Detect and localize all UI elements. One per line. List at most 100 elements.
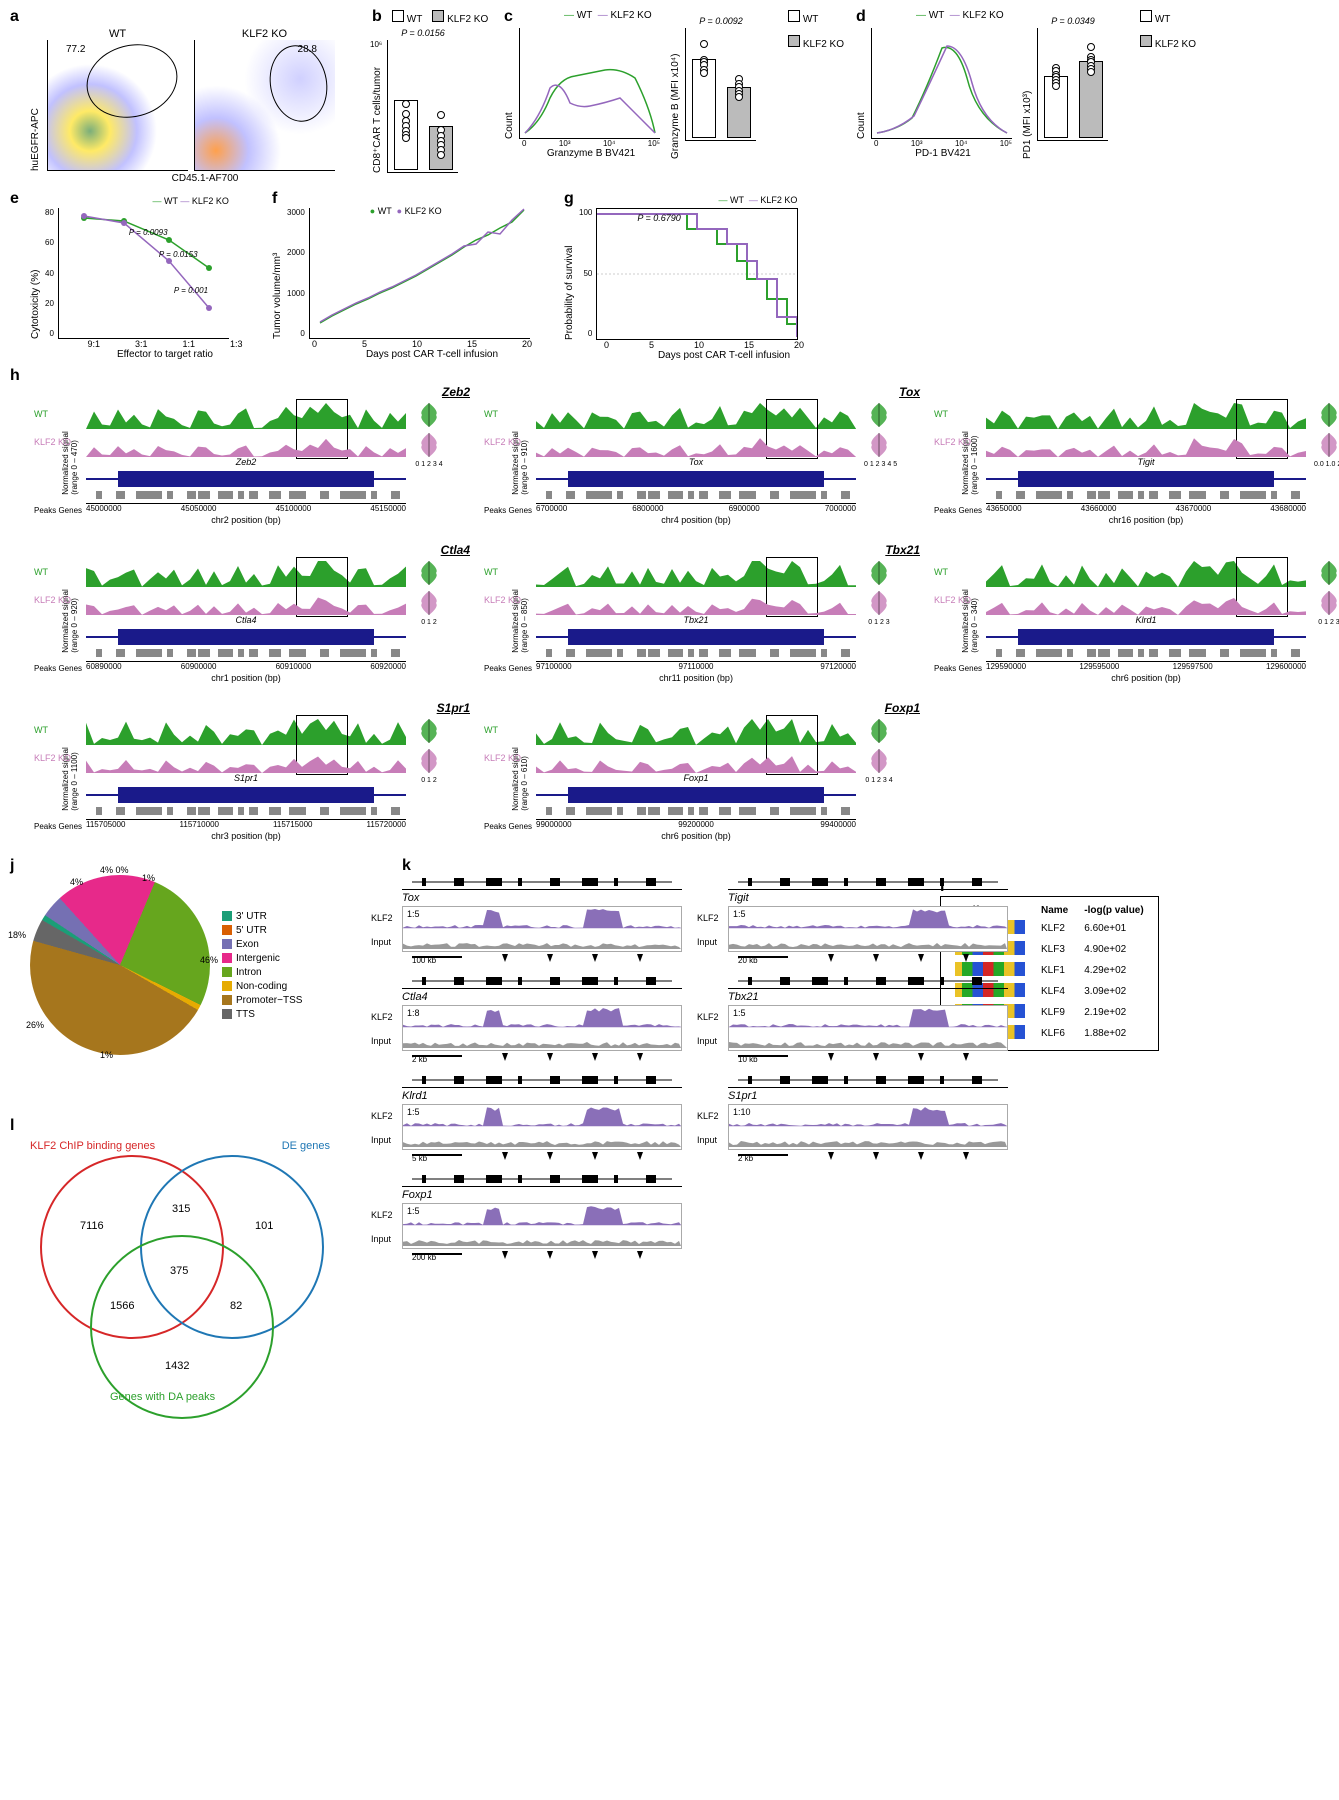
pval-g: P = 0.6790 bbox=[637, 213, 680, 223]
tick: 1:3 bbox=[230, 339, 243, 349]
violin-icon bbox=[1314, 589, 1339, 617]
pval-d: P = 0.0349 bbox=[1038, 16, 1108, 26]
legend-item: Intergenic bbox=[222, 953, 302, 964]
venn-label-3: Genes with DA peaks bbox=[110, 1391, 215, 1403]
pie-legend: 3' UTR5' UTRExonIntergenicIntronNon-codi… bbox=[222, 911, 302, 1020]
venn-n1: 7116 bbox=[80, 1220, 104, 1232]
track-label-wt: WT bbox=[484, 567, 498, 577]
track-wt: WT bbox=[86, 559, 406, 587]
pval-b: P = 0.0156 bbox=[393, 28, 453, 38]
violin-scale: 0.0 1.0 2.0 bbox=[1314, 461, 1339, 468]
tick: 0 bbox=[604, 340, 609, 350]
chr-label: chr1 position (bp) bbox=[86, 673, 406, 683]
legend-swatch bbox=[222, 911, 232, 921]
legend-label: Intron bbox=[236, 967, 262, 978]
chip-signal-box: 1:5 KLF2 Input bbox=[402, 1203, 682, 1249]
gate-ko bbox=[264, 41, 334, 127]
hist-c bbox=[519, 28, 660, 139]
chip-scale: 100 kb bbox=[402, 954, 682, 964]
chip-gene-name: Foxp1 bbox=[402, 1189, 682, 1201]
motif-logp: 1.88e+02 bbox=[1076, 1023, 1151, 1044]
track-label-wt: WT bbox=[934, 567, 948, 577]
chip-scale: 2 kb bbox=[728, 1152, 1008, 1162]
chr-label: chr11 position (bp) bbox=[536, 673, 856, 683]
panel-j: j 4% 0% 4% 1% 18% 26% 1% 46% 3' UTR5' UT… bbox=[10, 859, 390, 1055]
tick: 7000000 bbox=[825, 504, 856, 513]
scale-label: 20 kb bbox=[738, 956, 758, 965]
legend-wt-d: WT bbox=[929, 10, 944, 21]
violin-scale: 0 1 2 bbox=[414, 777, 444, 784]
chip-signal-box: 1:5 KLF2 Input bbox=[728, 1005, 1008, 1051]
legend-swatch bbox=[222, 953, 232, 963]
tick: 100 bbox=[579, 208, 592, 217]
atac-track-zeb2: Zeb2 Normalized signal(range 0 – 470) WT… bbox=[30, 385, 470, 525]
violin-icon bbox=[414, 431, 444, 459]
violin-icon bbox=[864, 401, 894, 429]
violin-icon bbox=[414, 717, 444, 745]
legend-label: Exon bbox=[236, 939, 259, 950]
gene-title: Tigit bbox=[930, 385, 1339, 399]
label-l: l bbox=[10, 1117, 14, 1135]
chip-signal-box: 1:10 KLF2 Input bbox=[728, 1104, 1008, 1150]
xlabel-g: Days post CAR T-cell infusion bbox=[604, 350, 844, 361]
venn-n123: 375 bbox=[170, 1265, 188, 1277]
chip-ratio: 1:5 bbox=[407, 909, 420, 919]
peaks-genes-label: Peaks Genes bbox=[934, 506, 982, 515]
klf2-label: KLF2 bbox=[371, 913, 393, 923]
ylabel-a: huEGFR-APC bbox=[30, 28, 41, 171]
tick: 99200000 bbox=[678, 820, 714, 829]
tick: 60920000 bbox=[370, 662, 406, 671]
chip-track-tox: Tox 1:5 KLF2 Input 100 kb bbox=[402, 875, 682, 964]
legend-wt-b: WT bbox=[407, 14, 423, 25]
scale-label: 2 kb bbox=[738, 1154, 753, 1163]
klf2-label: KLF2 bbox=[371, 1012, 393, 1022]
scale-label: 2 kb bbox=[412, 1055, 427, 1064]
tick: 20 bbox=[45, 299, 54, 308]
input-label: Input bbox=[371, 1036, 391, 1046]
peaks-row bbox=[86, 805, 406, 817]
gene-model bbox=[536, 629, 856, 645]
violin-icon bbox=[1314, 559, 1339, 587]
tick: 10³ bbox=[559, 139, 571, 148]
tick: 50 bbox=[579, 269, 592, 278]
linechart-e: P = 0.0093 P = 0.0153 P = 0.001 — WT — K… bbox=[58, 208, 229, 339]
track-label-wt: WT bbox=[484, 725, 498, 735]
input-label: Input bbox=[697, 1135, 717, 1145]
ylabel-e: Cytotoxicity (%) bbox=[30, 208, 41, 339]
track-label-wt: WT bbox=[934, 409, 948, 419]
atac-track-s1pr1: S1pr1 Normalized signal(range 0 – 1100) … bbox=[30, 701, 470, 841]
gene-title: Tbx21 bbox=[480, 543, 920, 557]
xlabel-d: PD-1 BV421 bbox=[874, 148, 1012, 159]
gene-name-label: S1pr1 bbox=[86, 773, 406, 783]
track-ko: KLF2 KO bbox=[86, 587, 406, 615]
chip-track-foxp1: Foxp1 1:5 KLF2 Input 200 kb bbox=[402, 1172, 682, 1261]
gene-model bbox=[986, 471, 1306, 487]
gene-model bbox=[986, 629, 1306, 645]
bar-ko-b bbox=[429, 126, 453, 170]
tick: 97100000 bbox=[536, 662, 572, 671]
track-ko: KLF2 KO bbox=[86, 429, 406, 457]
track-ko: KLF2 KO bbox=[536, 429, 856, 457]
gene-model bbox=[86, 787, 406, 803]
tick: 45100000 bbox=[276, 504, 312, 513]
scale-label: 200 kb bbox=[412, 1253, 436, 1262]
motif-logp: 3.09e+02 bbox=[1076, 981, 1151, 1002]
peaks-row bbox=[536, 647, 856, 659]
survival-g: P = 0.6790 — WT — KLF2 KO bbox=[596, 208, 798, 340]
chr-label: chr4 position (bp) bbox=[536, 515, 856, 525]
xlabel-a: CD45.1-AF700 bbox=[50, 173, 360, 184]
dotplot-b: P = 0.0156 10⁶ bbox=[387, 40, 458, 173]
tick: 3:1 bbox=[135, 339, 148, 349]
tick: 6700000 bbox=[536, 504, 567, 513]
legend-swatch bbox=[222, 995, 232, 1005]
atac-track-foxp1: Foxp1 Normalized signal(range 0 – 610) W… bbox=[480, 701, 920, 841]
tick: 80 bbox=[45, 208, 54, 217]
bar-wt-d bbox=[1044, 76, 1068, 139]
tick: 115710000 bbox=[180, 820, 219, 829]
track-label-wt: WT bbox=[484, 409, 498, 419]
tick: 0 bbox=[579, 329, 592, 338]
violin-scale: 0 1 2 3 4 bbox=[414, 461, 444, 468]
legend-item: Non-coding bbox=[222, 981, 302, 992]
tick: 129590000 bbox=[986, 662, 1026, 671]
gene-title: S1pr1 bbox=[30, 701, 470, 715]
